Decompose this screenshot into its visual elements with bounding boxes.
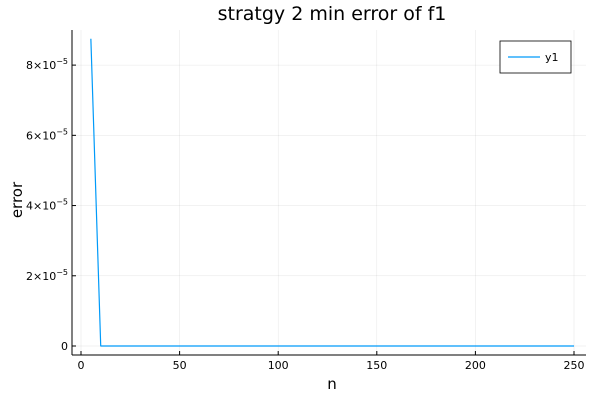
legend-label-y1: y1: [545, 51, 559, 64]
x-tick-label: 150: [366, 359, 387, 372]
legend: y1: [499, 40, 572, 74]
x-tick-label: 100: [268, 359, 289, 372]
y-tick-label: 2×10−5: [26, 268, 68, 283]
x-axis-label: n: [327, 375, 337, 393]
y-tick-label: 4×10−5: [26, 198, 68, 213]
y-axis-label: error: [8, 181, 26, 218]
x-tick-label: 0: [78, 359, 85, 372]
series-line-y1: [90, 38, 574, 347]
series: [90, 38, 575, 347]
y-tick-label: 6×10−5: [26, 127, 68, 142]
y-tick-label: 0: [61, 340, 68, 353]
grid: [72, 30, 586, 355]
y-tick-label: 8×10−5: [26, 57, 68, 72]
x-tick-label: 200: [465, 359, 486, 372]
chart-title: stratgy 2 min error of f1: [218, 3, 447, 25]
x-tick-label: 250: [564, 359, 585, 372]
axis-ticks: 0 50 100 150 200 250 0 2×10−5 4×10−5 6×10−5 8×10−5: [26, 57, 585, 372]
x-tick-label: 50: [173, 359, 187, 372]
